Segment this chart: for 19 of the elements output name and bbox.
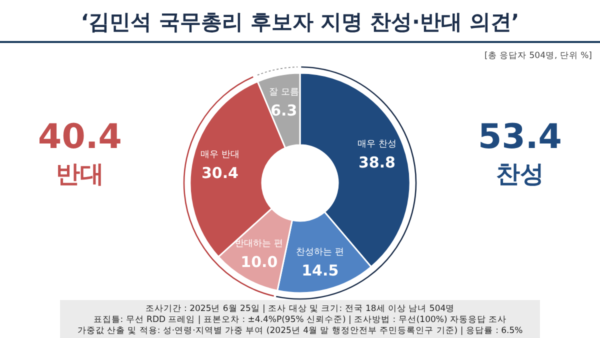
chart-title: ‘김민석 국무총리 후보자 지명 찬성·반대 의견’ (80, 10, 520, 34)
text: 반대 (56, 160, 104, 188)
data-label: 10.0 (240, 253, 278, 272)
text: [총 응답자 504명, 단위 %] (484, 51, 592, 61)
data-label: 30.4 (201, 164, 238, 182)
data-label: 14.5 (302, 261, 339, 280)
slice-label: 반대하는 편 (235, 239, 284, 250)
data-label: 38.8 (358, 154, 396, 172)
text: 찬성 (496, 160, 544, 188)
data-label: 6.3 (270, 102, 298, 120)
slice-label: 잘 모름 (268, 88, 299, 98)
text: 표집틀: 무선 RDD 프레임 | 표본오차 : ±4.4%P(95% 신뢰수준) | 조사방법 : 무선(100%) 자동응답 조사 (93, 315, 507, 325)
text: 가중값 산출 및 적용: 성·연령·지역별 가중 부여 (2025년 4월 말 행정안전부 주민등록인구 기준) | 응답률 : 6.5% (77, 326, 523, 336)
text: 53.4 (478, 117, 562, 157)
text: 조사기간 : 2025년 6월 25일 | 조사 대상 및 크기: 전국 18세 이상 남녀 504명 (145, 304, 455, 314)
slice-label: 매우 반대 (200, 150, 240, 160)
slice-label: 찬성하는 편 (296, 247, 344, 258)
text: 40.4 (38, 117, 122, 157)
slice-label: 매우 찬성 (358, 140, 396, 150)
